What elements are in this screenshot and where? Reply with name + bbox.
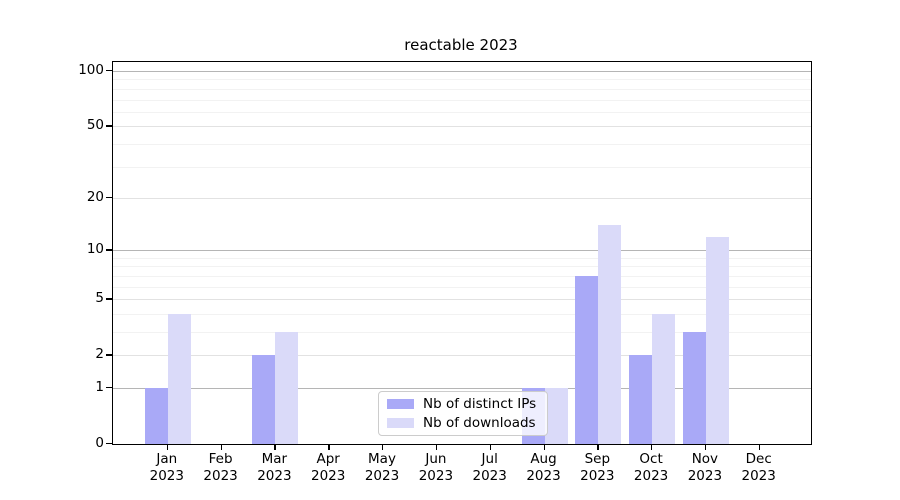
bar-downloads-aug xyxy=(544,388,568,444)
plot-area xyxy=(112,61,812,445)
gridline-minor-80 xyxy=(113,88,811,90)
ytick-label-10: 10 xyxy=(86,241,104,258)
bar-ips-jan xyxy=(144,388,168,444)
gridline-minor-9 xyxy=(113,257,811,259)
bar-downloads-oct xyxy=(652,313,676,444)
gridline-minor-30 xyxy=(113,166,811,168)
gridline-minor-4 xyxy=(113,313,811,315)
xtick-mark-may xyxy=(382,444,384,450)
xtick-mark-feb xyxy=(220,444,222,450)
bar-ips-sep xyxy=(575,275,599,444)
bar-downloads-jan xyxy=(167,313,191,444)
gridline-minor-3 xyxy=(113,332,811,333)
gridline-minor-90 xyxy=(113,79,811,81)
ytick-label-0: 0 xyxy=(95,435,104,451)
gridline-minor-7 xyxy=(113,275,811,277)
xtick-label-dec: Dec 2023 xyxy=(741,451,776,484)
ytick-label-50: 50 xyxy=(86,117,104,134)
ytick-mark-2 xyxy=(106,354,112,356)
ytick-mark-0 xyxy=(106,443,112,445)
xtick-mark-oct xyxy=(651,444,653,450)
ytick-mark-100 xyxy=(106,70,112,72)
xtick-label-jan: Jan 2023 xyxy=(149,451,184,484)
gridline-10 xyxy=(113,250,811,252)
chart-title: reactable 2023 xyxy=(404,36,518,54)
xtick-mark-jun xyxy=(435,444,438,450)
xtick-mark-jan xyxy=(166,444,169,450)
bar-ips-mar xyxy=(252,355,276,444)
ytick-label-1: 1 xyxy=(95,379,104,395)
bar-ips-nov xyxy=(682,332,706,444)
bar-downloads-sep xyxy=(598,225,622,444)
xtick-label-sep: Sep 2023 xyxy=(580,451,615,484)
ytick-mark-5 xyxy=(106,298,112,300)
gridline-minor-70 xyxy=(113,99,811,101)
gridline-minor-6 xyxy=(113,286,811,288)
xtick-mark-sep xyxy=(597,444,599,450)
xtick-mark-apr xyxy=(328,444,330,450)
bar-downloads-nov xyxy=(705,236,729,444)
xtick-mark-dec xyxy=(758,444,761,450)
legend: Nb of distinct IPs Nb of downloads xyxy=(378,391,548,436)
gridline-minor-40 xyxy=(113,143,811,145)
xtick-label-nov: Nov 2023 xyxy=(687,451,723,484)
xtick-label-jul: Jul 2023 xyxy=(472,451,507,484)
xtick-label-oct: Oct 2023 xyxy=(633,451,669,484)
gridline-minor-60 xyxy=(113,111,811,113)
legend-item-distinct-ips: Nb of distinct IPs xyxy=(387,395,539,412)
xtick-mark-aug xyxy=(543,444,545,450)
legend-label-distinct-ips: Nb of distinct IPs xyxy=(423,395,537,412)
xtick-mark-mar xyxy=(274,444,276,450)
ytick-label-100: 100 xyxy=(78,62,104,78)
xtick-label-jun: Jun 2023 xyxy=(418,451,454,484)
bar-downloads-mar xyxy=(275,332,299,444)
ytick-mark-50 xyxy=(106,125,112,127)
xtick-label-mar: Mar 2023 xyxy=(257,451,292,484)
gridline-20 xyxy=(113,197,811,199)
gridline-2 xyxy=(113,355,811,357)
gridline-5 xyxy=(113,299,811,301)
legend-swatch-distinct-ips xyxy=(387,399,414,409)
xtick-label-may: May 2023 xyxy=(364,451,400,484)
ytick-label-20: 20 xyxy=(86,188,104,205)
gridline-50 xyxy=(113,126,811,128)
ytick-label-2: 2 xyxy=(95,346,104,363)
ytick-mark-1 xyxy=(106,387,112,389)
xtick-label-feb: Feb 2023 xyxy=(203,451,238,484)
xtick-label-aug: Aug 2023 xyxy=(526,451,561,484)
legend-swatch-downloads xyxy=(387,418,414,428)
gridline-1 xyxy=(113,388,811,389)
ytick-label-5: 5 xyxy=(95,290,104,307)
ytick-mark-20 xyxy=(106,196,112,199)
ytick-mark-10 xyxy=(106,249,112,251)
xtick-mark-nov xyxy=(704,444,707,450)
xtick-mark-jul xyxy=(489,444,492,450)
xtick-label-apr: Apr 2023 xyxy=(311,451,346,484)
legend-label-downloads: Nb of downloads xyxy=(423,414,536,431)
gridline-minor-8 xyxy=(113,266,811,268)
legend-item-downloads: Nb of downloads xyxy=(387,414,539,431)
gridline-100 xyxy=(113,71,811,72)
bar-ips-oct xyxy=(629,355,653,444)
